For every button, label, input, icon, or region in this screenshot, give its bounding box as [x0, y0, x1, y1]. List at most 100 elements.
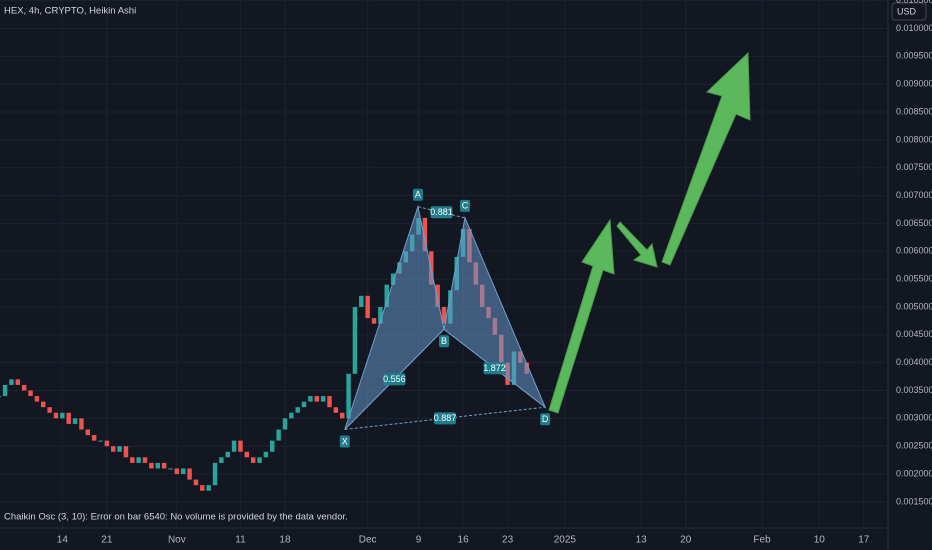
candle	[384, 284, 389, 307]
x-tick-label: 23	[502, 535, 514, 546]
candle	[250, 457, 256, 463]
indicator-error: Chaikin Osc (3, 10): Error on bar 6540: …	[4, 512, 348, 523]
candle	[142, 457, 148, 463]
candle	[314, 396, 320, 402]
candle	[238, 440, 243, 452]
candle	[225, 451, 230, 458]
candle	[104, 440, 110, 447]
candle	[41, 401, 46, 408]
ratio-label: 0.887	[434, 413, 457, 423]
candle	[212, 462, 218, 486]
x-tick-label: 17	[858, 535, 870, 546]
currency-label[interactable]: USD	[897, 6, 917, 16]
candle	[111, 446, 116, 452]
x-tick-label: 11	[235, 535, 246, 546]
point-label: B	[441, 336, 447, 346]
point-label: D	[542, 414, 549, 424]
arrow	[548, 218, 615, 414]
ratio-tag	[433, 412, 456, 425]
candle	[66, 412, 71, 424]
candle	[161, 462, 167, 469]
x-tick-label: 13	[636, 535, 648, 546]
forecast-arrows	[548, 51, 751, 414]
candle	[200, 485, 205, 491]
currency-box[interactable]	[891, 2, 927, 21]
point-tag	[459, 199, 470, 212]
candle	[193, 479, 199, 486]
candle	[359, 295, 364, 307]
candle	[187, 468, 192, 480]
x-tick-label: 21	[101, 535, 113, 546]
candle	[53, 412, 59, 419]
candle	[123, 446, 129, 458]
candle	[231, 440, 237, 452]
candle	[295, 407, 300, 413]
candle	[289, 412, 294, 419]
x-tick-label: 20	[680, 535, 692, 546]
candle	[257, 457, 262, 463]
candle	[9, 379, 14, 385]
candle	[91, 435, 97, 441]
candle	[15, 379, 21, 385]
ratio-label: 0.881	[430, 207, 453, 217]
candle	[435, 284, 440, 307]
x-tick-label: 9	[416, 535, 422, 546]
candle	[174, 468, 180, 475]
candle	[47, 407, 52, 413]
candle	[180, 468, 186, 475]
candle	[422, 217, 428, 252]
candle	[339, 412, 345, 419]
candle	[136, 457, 141, 463]
x-tick-label: 18	[279, 535, 291, 546]
ratio-tag	[430, 206, 453, 219]
candle	[0, 396, 1, 398]
point-tag	[339, 435, 350, 448]
candle	[282, 418, 288, 430]
candle	[79, 418, 84, 430]
y-tick-label: 0.0105000	[896, 0, 932, 5]
candle	[301, 401, 307, 408]
candle	[308, 396, 313, 402]
harmonic-pattern: 0.556 0.881 1.872 0.887 X A B C D	[339, 188, 551, 448]
x-tick-label: 10	[814, 535, 826, 546]
candle	[441, 306, 447, 324]
x-tick-label: Dec	[359, 535, 377, 546]
point-tag	[412, 188, 423, 201]
symbol-title: HEX, 4h, CRYPTO, Heikin Ashi	[4, 6, 136, 17]
candle	[346, 373, 351, 419]
point-label: X	[342, 436, 348, 446]
x-tick-label: 14	[57, 535, 69, 546]
ratio-tag	[483, 362, 506, 375]
ratio-label: 1.872	[483, 363, 506, 373]
candle	[117, 446, 122, 452]
candle	[21, 384, 27, 391]
candle	[2, 384, 8, 397]
x-tick-label: Nov	[168, 535, 186, 546]
candle	[270, 440, 275, 452]
pattern-leg	[443, 328, 546, 408]
candle	[130, 457, 135, 463]
candle	[333, 407, 339, 413]
grid	[0, 0, 888, 528]
point-tag	[540, 413, 551, 426]
x-tick-label: 16	[458, 535, 470, 546]
candle	[206, 485, 211, 491]
candle	[98, 440, 103, 442]
x-tick-label: 2025	[554, 535, 577, 546]
ratio-label: 0.556	[383, 374, 406, 384]
candle	[219, 457, 224, 463]
candle	[85, 429, 91, 436]
candle	[34, 396, 40, 402]
